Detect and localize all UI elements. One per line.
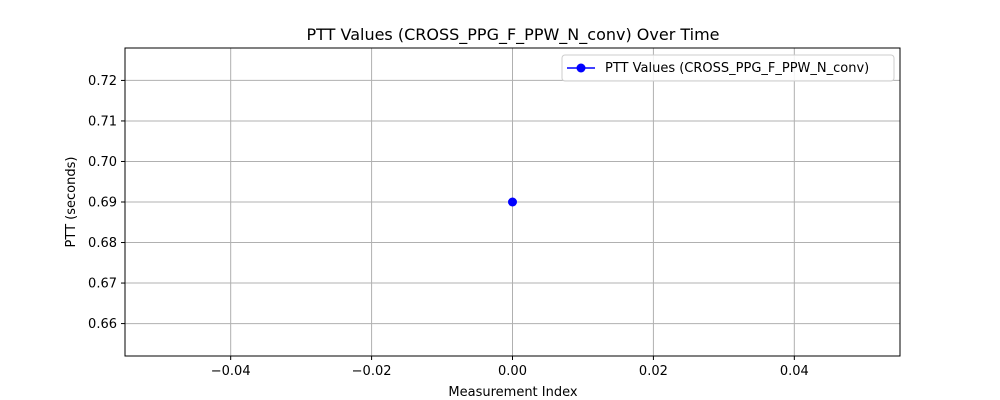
y-tick-label: 0.68 xyxy=(88,236,117,251)
chart-title: PTT Values (CROSS_PPG_F_PPW_N_conv) Over… xyxy=(306,25,719,45)
y-tick-label: 0.70 xyxy=(88,155,117,170)
y-axis: 0.66 0.67 0.68 0.69 0.70 0.71 0.72 xyxy=(88,74,125,332)
y-tick-label: 0.67 xyxy=(88,277,117,292)
data-point xyxy=(508,197,517,207)
x-tick-label: 0.00 xyxy=(498,364,527,379)
y-axis-label: PTT (seconds) xyxy=(64,157,79,248)
x-tick-label: 0.04 xyxy=(780,364,809,379)
x-tick-label: −0.02 xyxy=(352,364,392,379)
y-tick-label: 0.69 xyxy=(88,196,117,211)
legend-label: PTT Values (CROSS_PPG_F_PPW_N_conv) xyxy=(605,61,869,76)
x-axis: −0.04 −0.02 0.00 0.02 0.04 xyxy=(211,356,809,379)
x-tick-label: 0.02 xyxy=(639,364,668,379)
y-tick-label: 0.71 xyxy=(88,114,117,129)
x-tick-label: −0.04 xyxy=(211,364,251,379)
legend: PTT Values (CROSS_PPG_F_PPW_N_conv) xyxy=(561,54,895,82)
legend-box xyxy=(561,54,895,82)
x-axis-label: Measurement Index xyxy=(448,385,577,400)
legend-marker xyxy=(576,63,586,73)
y-tick-label: 0.66 xyxy=(88,317,117,332)
y-tick-label: 0.72 xyxy=(88,74,117,89)
plot-marks xyxy=(508,197,517,207)
